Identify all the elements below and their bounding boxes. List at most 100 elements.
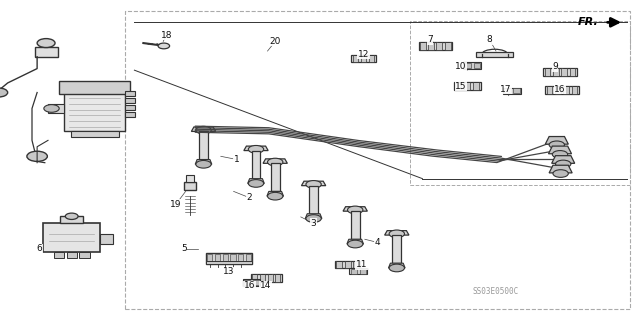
Bar bbox=[563, 86, 569, 94]
Bar bbox=[67, 252, 77, 258]
Circle shape bbox=[65, 213, 78, 219]
Bar bbox=[353, 261, 359, 268]
Bar bbox=[547, 86, 552, 94]
Polygon shape bbox=[244, 146, 268, 151]
Bar bbox=[361, 55, 366, 62]
Bar bbox=[70, 131, 119, 137]
Bar bbox=[64, 86, 125, 131]
Bar bbox=[465, 63, 471, 68]
Polygon shape bbox=[343, 207, 367, 211]
Bar bbox=[79, 252, 90, 258]
Circle shape bbox=[549, 141, 564, 149]
Circle shape bbox=[389, 230, 404, 238]
Circle shape bbox=[389, 264, 404, 272]
Bar bbox=[553, 68, 559, 76]
Circle shape bbox=[268, 192, 283, 200]
Bar bbox=[215, 254, 220, 263]
Bar bbox=[545, 68, 550, 76]
Bar bbox=[184, 182, 196, 190]
Bar bbox=[238, 254, 243, 263]
Bar bbox=[43, 223, 100, 252]
Circle shape bbox=[27, 151, 47, 161]
Text: 10: 10 bbox=[455, 63, 467, 71]
Text: 16: 16 bbox=[554, 85, 566, 94]
Polygon shape bbox=[191, 127, 216, 131]
Polygon shape bbox=[267, 191, 284, 196]
Circle shape bbox=[37, 39, 55, 48]
Bar bbox=[561, 68, 567, 76]
Bar bbox=[464, 82, 470, 90]
Bar bbox=[419, 42, 452, 50]
Circle shape bbox=[552, 151, 568, 158]
Text: 2: 2 bbox=[247, 193, 252, 202]
Circle shape bbox=[348, 206, 363, 214]
Bar bbox=[336, 261, 342, 268]
Bar bbox=[207, 254, 212, 263]
Text: 5: 5 bbox=[181, 244, 186, 253]
Circle shape bbox=[196, 160, 211, 168]
Bar bbox=[503, 88, 521, 94]
Bar bbox=[125, 11, 630, 309]
Circle shape bbox=[556, 160, 571, 168]
Bar bbox=[125, 112, 136, 117]
Bar bbox=[246, 254, 251, 263]
Text: 19: 19 bbox=[170, 200, 182, 209]
Bar bbox=[49, 104, 64, 113]
Bar bbox=[60, 216, 83, 223]
Bar bbox=[455, 82, 461, 90]
Bar bbox=[252, 151, 260, 179]
Text: 17: 17 bbox=[500, 85, 511, 94]
Bar bbox=[125, 105, 136, 110]
Bar bbox=[545, 86, 579, 94]
Bar bbox=[253, 280, 259, 285]
Circle shape bbox=[306, 181, 321, 188]
Polygon shape bbox=[552, 156, 575, 163]
Bar bbox=[504, 88, 511, 93]
Bar bbox=[35, 47, 58, 57]
Polygon shape bbox=[385, 231, 409, 235]
Polygon shape bbox=[347, 239, 364, 244]
Bar bbox=[474, 63, 480, 68]
Bar bbox=[344, 261, 351, 268]
Bar bbox=[476, 52, 513, 57]
Bar bbox=[275, 273, 280, 281]
Polygon shape bbox=[549, 165, 572, 173]
Bar bbox=[454, 82, 481, 90]
Bar bbox=[360, 269, 366, 274]
Text: 16: 16 bbox=[244, 281, 255, 290]
Text: 11: 11 bbox=[356, 260, 367, 269]
Bar bbox=[463, 62, 481, 69]
Bar bbox=[206, 261, 252, 264]
Bar bbox=[445, 42, 451, 50]
Bar bbox=[125, 91, 136, 96]
Bar bbox=[428, 42, 434, 50]
Circle shape bbox=[248, 145, 264, 153]
Bar bbox=[223, 254, 228, 263]
Bar bbox=[351, 211, 360, 239]
Bar bbox=[309, 186, 318, 214]
Bar bbox=[351, 269, 357, 274]
Text: 18: 18 bbox=[161, 31, 172, 40]
Text: 1: 1 bbox=[234, 155, 239, 164]
Text: 12: 12 bbox=[358, 50, 369, 59]
Text: 6: 6 bbox=[37, 244, 42, 253]
Circle shape bbox=[553, 170, 568, 177]
Polygon shape bbox=[548, 146, 572, 154]
Bar bbox=[473, 82, 479, 90]
Bar bbox=[271, 163, 280, 191]
Bar bbox=[543, 68, 577, 76]
Text: FR.: FR. bbox=[578, 17, 598, 27]
Bar bbox=[260, 273, 265, 281]
Bar bbox=[243, 279, 260, 286]
Text: 8: 8 bbox=[487, 35, 492, 44]
Circle shape bbox=[0, 88, 8, 97]
Polygon shape bbox=[305, 214, 322, 219]
Text: 9: 9 bbox=[552, 63, 557, 71]
Bar bbox=[436, 42, 442, 50]
Bar bbox=[186, 175, 194, 182]
Bar bbox=[244, 280, 250, 285]
Bar bbox=[251, 273, 282, 281]
Bar bbox=[410, 21, 630, 185]
Text: 20: 20 bbox=[269, 37, 281, 46]
Bar bbox=[54, 252, 64, 258]
